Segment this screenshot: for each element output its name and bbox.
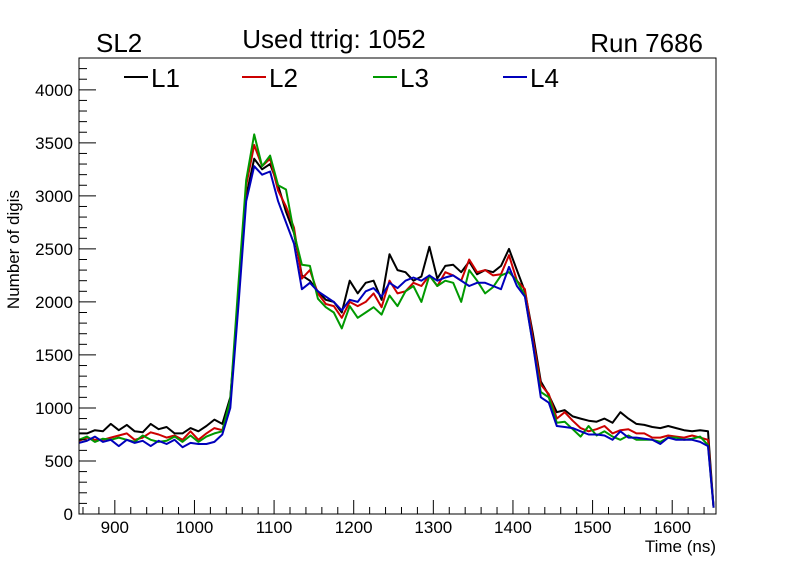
y-tick-label: 0 <box>64 505 73 524</box>
x-tick-label: 1200 <box>335 518 373 537</box>
x-axis-ticks: 900 1000 1100 1200 1300 1400 1500 1600 <box>82 500 705 537</box>
legend-label-l4: L4 <box>530 63 559 93</box>
x-tick-label: 1000 <box>176 518 214 537</box>
x-tick-label: 1500 <box>574 518 612 537</box>
x-tick-label: 900 <box>101 518 129 537</box>
legend: L1 L2 L3 L4 <box>124 63 559 93</box>
legend-label-l3: L3 <box>400 63 429 93</box>
series-line-l2 <box>78 144 715 508</box>
y-tick-label: 1500 <box>35 346 73 365</box>
legend-label-l1: L1 <box>151 63 180 93</box>
x-axis-label: Time (ns) <box>645 537 716 556</box>
x-tick-label: 1100 <box>256 518 293 537</box>
title-left: SL2 <box>96 28 142 58</box>
y-tick-label: 4000 <box>35 81 73 100</box>
y-tick-label: 500 <box>45 452 73 471</box>
x-tick-label: 1300 <box>414 518 452 537</box>
y-axis-ticks: 0 500 1000 1500 2000 2500 3000 3500 4000 <box>35 57 96 524</box>
x-tick-label: 1600 <box>653 518 691 537</box>
series-line-l3 <box>78 133 715 508</box>
legend-label-l2: L2 <box>269 63 298 93</box>
x-tick-label: 1400 <box>494 518 532 537</box>
plot-frame <box>78 57 717 515</box>
y-tick-label: 2000 <box>35 293 73 312</box>
title-right: Run 7686 <box>590 28 703 58</box>
chart-title: Used ttrig: 1052 <box>242 24 426 54</box>
y-axis-label: Number of digis <box>4 190 23 309</box>
series-line-l4 <box>78 165 715 508</box>
series-group <box>78 133 715 508</box>
y-tick-label: 2500 <box>35 240 73 259</box>
series-line-l1 <box>79 157 715 508</box>
y-tick-label: 3500 <box>35 134 73 153</box>
y-tick-label: 3000 <box>35 187 73 206</box>
y-tick-label: 1000 <box>35 399 73 418</box>
